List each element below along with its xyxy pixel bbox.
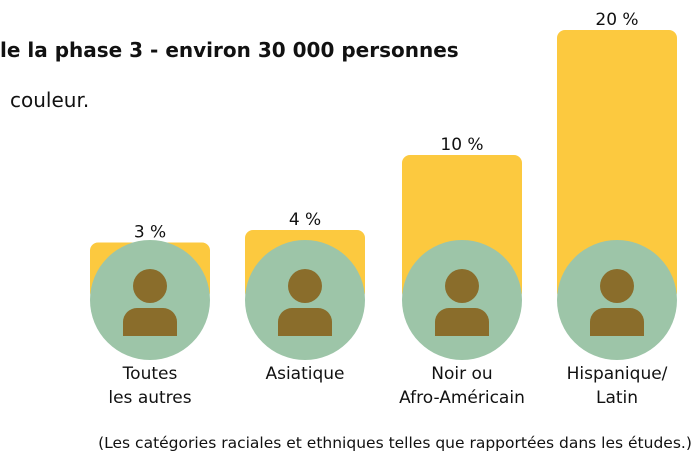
chart-title: le la phase 3 - environ 30 000 personnes <box>0 38 459 62</box>
value-label: 10 % <box>440 135 483 155</box>
icon-head <box>288 269 322 303</box>
icon-head <box>133 269 167 303</box>
chart-subtitle: couleur. <box>10 88 90 112</box>
icon-body <box>123 308 177 336</box>
person-icon <box>557 240 677 360</box>
icon-body <box>435 308 489 336</box>
person-icon <box>90 240 210 360</box>
category-label: Toutes les autres <box>108 364 192 408</box>
category-label: Noir ou Afro-Américain <box>399 364 525 408</box>
category-label: Hispanique/ Latin <box>566 364 668 408</box>
value-label: 3 % <box>134 223 166 243</box>
icon-head <box>445 269 479 303</box>
icon-body <box>278 308 332 336</box>
value-label: 4 % <box>289 210 321 230</box>
category-label: Asiatique <box>265 364 345 384</box>
footnote: (Les catégories raciales et ethniques te… <box>98 434 692 452</box>
person-icon <box>402 240 522 360</box>
bar <box>557 30 677 300</box>
icon-body <box>590 308 644 336</box>
icon-head <box>600 269 634 303</box>
value-label: 20 % <box>595 10 638 30</box>
person-icon <box>245 240 365 360</box>
